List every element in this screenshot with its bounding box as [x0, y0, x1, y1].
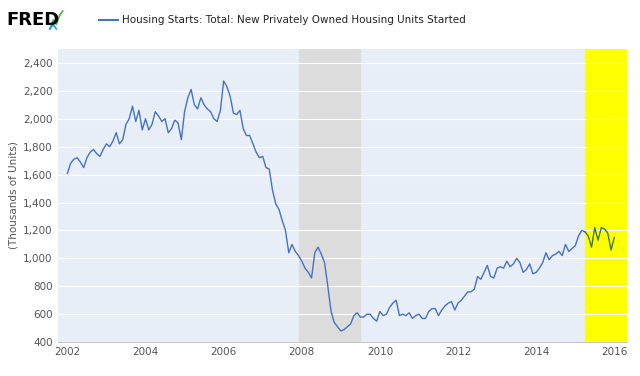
Text: FRED: FRED — [6, 11, 60, 29]
Bar — [585, 49, 627, 342]
Text: Housing Starts: Total: New Privately Owned Housing Units Started: Housing Starts: Total: New Privately Own… — [122, 15, 465, 25]
Bar — [298, 49, 360, 342]
Y-axis label: (Thousands of Units): (Thousands of Units) — [9, 142, 19, 249]
